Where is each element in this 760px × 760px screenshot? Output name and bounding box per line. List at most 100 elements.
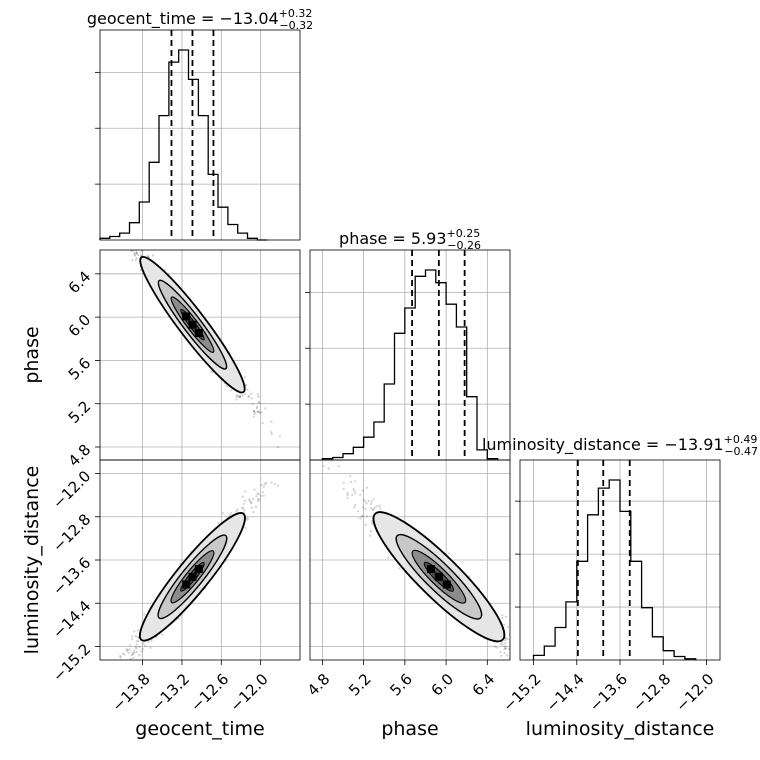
sample-point bbox=[346, 496, 349, 499]
sample-point bbox=[528, 644, 530, 646]
title-text: geocent_time = −13.04 bbox=[87, 9, 279, 29]
sample-point bbox=[177, 617, 180, 620]
sample-point bbox=[252, 510, 255, 514]
x-tick-label: −12.0 bbox=[672, 670, 717, 715]
density-peak-bin bbox=[442, 580, 451, 589]
sample-point bbox=[247, 394, 250, 397]
sample-point bbox=[135, 643, 138, 646]
sample-point bbox=[257, 411, 260, 414]
x-tick-label: 4.8 bbox=[304, 670, 334, 700]
title-plus: +0.25 bbox=[447, 227, 481, 240]
title-text: luminosity_distance = −13.91 bbox=[482, 435, 724, 455]
sample-point bbox=[322, 464, 325, 467]
sample-point bbox=[342, 487, 345, 490]
sample-point bbox=[243, 499, 247, 502]
sample-point bbox=[506, 625, 510, 628]
panel-frame-phase bbox=[309, 249, 511, 461]
y-tick-label: 6.0 bbox=[65, 311, 95, 341]
sample-point bbox=[127, 247, 129, 249]
panel-frame-geocent_time bbox=[99, 29, 301, 241]
sample-point bbox=[353, 492, 357, 495]
sample-point bbox=[125, 650, 129, 653]
sample-point bbox=[273, 483, 276, 486]
sample-point bbox=[242, 507, 245, 510]
sample-point bbox=[501, 614, 504, 617]
sample-point bbox=[243, 509, 246, 512]
sample-point bbox=[240, 506, 243, 510]
sample-point bbox=[134, 247, 136, 249]
sample-point bbox=[264, 407, 267, 410]
sample-point bbox=[524, 644, 526, 646]
sample-point bbox=[128, 247, 130, 249]
sample-point bbox=[504, 647, 507, 650]
x-axis-label-phase: phase bbox=[381, 718, 438, 740]
sample-point bbox=[360, 515, 363, 518]
sample-point bbox=[366, 486, 369, 489]
title-phase: phase = 5.93+0.25 −0.26 bbox=[339, 227, 481, 252]
sample-point bbox=[235, 395, 238, 398]
sample-point bbox=[135, 640, 138, 643]
sample-point bbox=[140, 247, 142, 249]
sample-point bbox=[260, 484, 263, 487]
sample-point bbox=[253, 411, 256, 414]
x-tick-label: −12.6 bbox=[187, 670, 232, 715]
x-tick-label: −13.6 bbox=[586, 670, 631, 715]
sample-point bbox=[141, 647, 144, 650]
sample-point bbox=[135, 650, 138, 654]
sample-point bbox=[387, 556, 390, 559]
sample-point bbox=[503, 647, 506, 651]
sample-point bbox=[369, 534, 372, 537]
sample-point bbox=[135, 251, 138, 254]
title-geocent_time: geocent_time = −13.04+0.32 −0.32 bbox=[87, 7, 313, 32]
sample-point bbox=[243, 502, 246, 505]
sample-point bbox=[248, 499, 252, 502]
sample-point bbox=[250, 506, 253, 509]
sample-point bbox=[511, 641, 513, 643]
sample-point bbox=[250, 397, 253, 400]
sample-point bbox=[131, 638, 134, 641]
sample-point bbox=[525, 651, 527, 653]
sample-point bbox=[137, 245, 139, 247]
sample-point bbox=[365, 515, 368, 518]
sample-point bbox=[149, 646, 152, 650]
sample-point bbox=[129, 657, 132, 660]
sample-point bbox=[116, 664, 118, 666]
sample-point bbox=[138, 653, 141, 657]
sample-point bbox=[136, 252, 139, 255]
sample-point bbox=[378, 504, 381, 507]
density-peak-bin bbox=[182, 580, 191, 589]
sample-point bbox=[501, 617, 504, 620]
sample-point bbox=[144, 644, 147, 648]
x-tick-label: 6.0 bbox=[428, 670, 458, 700]
sample-point bbox=[342, 481, 345, 484]
sample-point bbox=[365, 502, 368, 505]
sample-point bbox=[239, 396, 242, 399]
sample-point bbox=[130, 250, 133, 253]
sample-point bbox=[277, 446, 280, 449]
x-tick-label: −12.8 bbox=[629, 670, 674, 715]
x-tick-label: −14.4 bbox=[543, 670, 588, 715]
sample-point bbox=[112, 214, 114, 216]
sample-point bbox=[115, 670, 117, 672]
sample-point bbox=[230, 389, 233, 392]
sample-point bbox=[119, 656, 122, 659]
sample-point bbox=[499, 643, 502, 646]
sample-point bbox=[256, 393, 260, 396]
title-text: phase = 5.93 bbox=[339, 229, 446, 248]
sample-point bbox=[327, 467, 330, 470]
sample-point bbox=[239, 395, 242, 398]
sample-point bbox=[361, 514, 364, 517]
title-plus: +0.32 bbox=[279, 7, 313, 20]
sample-point bbox=[236, 508, 239, 511]
sample-point bbox=[250, 501, 253, 504]
sample-point bbox=[136, 244, 138, 246]
y-tick-label: 5.6 bbox=[65, 354, 95, 384]
sample-point bbox=[513, 641, 515, 643]
sample-point bbox=[221, 512, 224, 515]
sample-point bbox=[517, 664, 519, 666]
sample-point bbox=[361, 506, 364, 509]
sample-point bbox=[128, 663, 130, 665]
sample-point bbox=[501, 643, 504, 646]
sample-point bbox=[278, 435, 281, 438]
sample-point bbox=[263, 483, 266, 486]
